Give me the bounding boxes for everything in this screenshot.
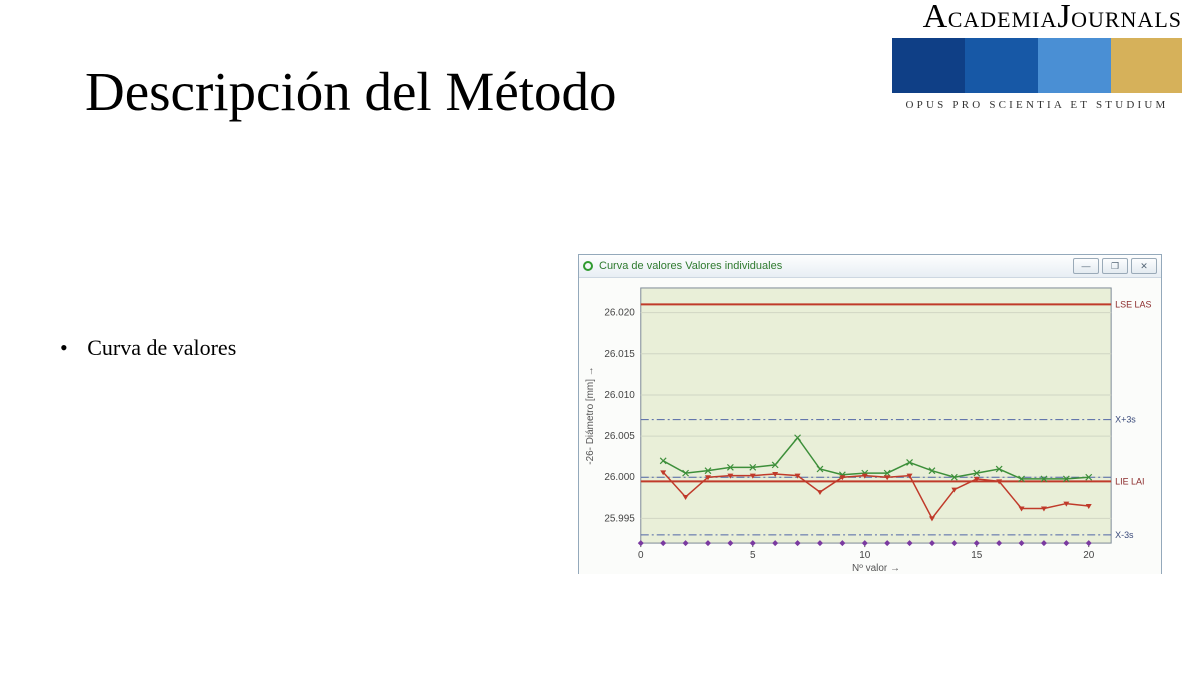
svg-text:20: 20 <box>1083 550 1095 561</box>
logo-word-ournals: OURNALS <box>1071 7 1182 32</box>
logo-word-cademia: CADEMIA <box>948 7 1058 32</box>
chart-window: Curva de valores Valores individuales — … <box>578 254 1162 574</box>
bullet-curva-de-valores: Curva de valores <box>60 335 236 361</box>
chart-body: 25.995 26.000 26.005 26.010 26.015 26.020 0 5 10… <box>579 278 1161 574</box>
svg-text:25.995: 25.995 <box>604 513 635 524</box>
maximize-icon: ❐ <box>1111 262 1119 271</box>
window-minimize-button[interactable]: — <box>1073 258 1099 274</box>
svg-text:0: 0 <box>638 550 644 561</box>
chart-app-icon <box>583 261 593 271</box>
svg-text:26.010: 26.010 <box>604 390 635 401</box>
svg-text:-26- Diámetro [mm] →: -26- Diámetro [mm] → <box>585 366 596 464</box>
chart-window-title: Curva de valores Valores individuales <box>599 260 782 272</box>
svg-text:26.005: 26.005 <box>604 431 635 442</box>
svg-text:26.020: 26.020 <box>604 308 635 319</box>
svg-text:X+3s: X+3s <box>1115 415 1136 425</box>
brand-logo: ACADEMIAJOURNALS OPUS PRO SCIENTIA ET ST… <box>892 0 1182 111</box>
minimize-icon: — <box>1082 262 1091 271</box>
window-close-button[interactable]: ✕ <box>1131 258 1157 274</box>
chart-svg: 25.995 26.000 26.005 26.010 26.015 26.020 0 5 10… <box>579 278 1161 575</box>
svg-text:26.015: 26.015 <box>604 349 635 360</box>
page-title: Descripción del Método <box>85 60 617 123</box>
brand-wordmark: ACADEMIAJOURNALS <box>892 0 1182 34</box>
brand-color-bars <box>892 38 1182 93</box>
window-maximize-button[interactable]: ❐ <box>1102 258 1128 274</box>
svg-text:LSE LAS: LSE LAS <box>1115 299 1151 309</box>
logo-letter-j: J <box>1057 0 1071 35</box>
logo-letter-a: A <box>923 0 948 35</box>
close-icon: ✕ <box>1140 262 1148 271</box>
svg-text:Nº valor →: Nº valor → <box>852 563 900 574</box>
chart-titlebar[interactable]: Curva de valores Valores individuales — … <box>579 255 1161 278</box>
svg-text:10: 10 <box>859 550 871 561</box>
svg-text:X-3s: X-3s <box>1115 530 1134 540</box>
svg-text:15: 15 <box>971 550 983 561</box>
svg-text:26.000: 26.000 <box>604 472 635 483</box>
svg-text:5: 5 <box>750 550 756 561</box>
bullet-text: Curva de valores <box>87 335 236 360</box>
brand-tagline: OPUS PRO SCIENTIA ET STUDIUM <box>892 99 1182 111</box>
svg-text:LIE LAI: LIE LAI <box>1115 476 1144 486</box>
